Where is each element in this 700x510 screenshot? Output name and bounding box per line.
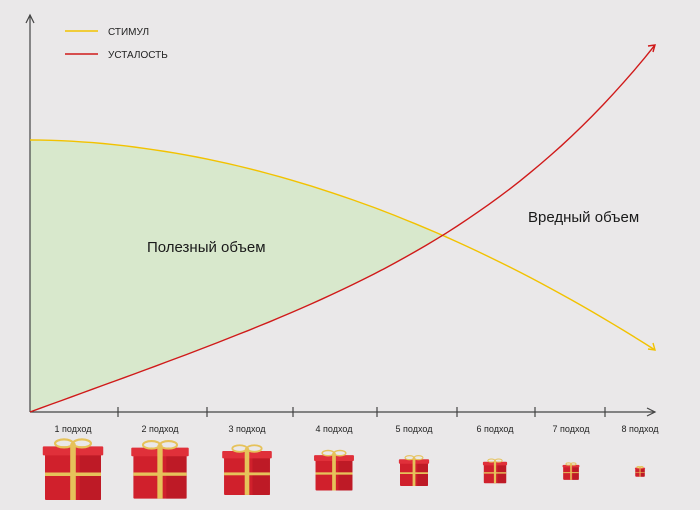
series-ustalost-arrow [647, 44, 656, 53]
gift-box-7 [562, 462, 580, 480]
series-layer [29, 44, 656, 413]
series-stimul-line [29, 139, 656, 351]
gift-ribbon-horizontal [315, 472, 353, 475]
legend-label-2: УСТАЛОСТЬ [108, 50, 168, 61]
annotations: Полезный объем Вредный объем [147, 209, 639, 256]
gift-ribbon-horizontal [483, 472, 507, 474]
series-stimul-arrow [647, 342, 656, 351]
gift-bow-knot [639, 466, 641, 469]
x-tick-label-7: 7 подход [553, 424, 591, 434]
x-tick-label-3: 3 подход [229, 424, 267, 434]
gift-ribbon-horizontal [563, 472, 579, 474]
useful-volume-label: Полезный объем [147, 239, 266, 256]
x-tick-label-4: 4 подход [316, 424, 354, 434]
gift-ribbon-horizontal [400, 472, 428, 474]
useful-volume-area [30, 140, 447, 412]
series-ustalost-line [29, 44, 656, 413]
gift-box-1 [42, 438, 104, 500]
gift-bow-knot [157, 443, 163, 449]
gift-bow-left [404, 455, 415, 461]
gift-bow-right [246, 444, 263, 453]
gift-bow-knot [70, 442, 76, 448]
gift-bow-right [71, 438, 93, 449]
gift-box-6 [482, 458, 508, 484]
gift-bow-knot [412, 457, 416, 460]
gift-ribbon-horizontal [224, 472, 270, 476]
legend-label-1: СТИМУЛ [108, 27, 149, 38]
x-tick-label-2: 2 подход [142, 424, 180, 434]
gift-ribbon-horizontal [133, 472, 187, 476]
harmful-volume-label: Вредный объем [528, 209, 639, 226]
gift-box-3 [222, 444, 272, 495]
gift-bow-right [158, 439, 179, 450]
gift-bow-knot [332, 452, 336, 456]
x-tick-label-8: 8 подход [622, 424, 660, 434]
gift-bow-left [321, 449, 335, 457]
gift-box-8 [634, 465, 646, 477]
gift-bow-left [53, 438, 75, 449]
axes [25, 13, 657, 417]
gift-ribbon-horizontal [635, 472, 645, 473]
gift-bow-left [141, 439, 162, 450]
x-tick-label-1: 1 подход [55, 424, 93, 434]
y-axis-arrow [25, 13, 35, 24]
x-tick-labels: 1 подход 2 подход 3 подход 4 подход 5 подход… [55, 424, 660, 434]
gift-bow-right [333, 449, 347, 457]
gift-bow-left [231, 444, 248, 453]
gift-ribbon-horizontal [45, 472, 101, 476]
useful-volume-area-layer [30, 140, 447, 412]
gift-bow-right [413, 455, 424, 461]
gift-boxes [42, 438, 646, 500]
gift-bow-knot [570, 463, 572, 466]
x-tick-label-6: 6 подход [477, 424, 515, 434]
gift-bow-left [487, 458, 496, 463]
legend: СТИМУЛ УСТАЛОСТЬ [65, 27, 168, 61]
gift-box-2 [131, 439, 189, 499]
x-axis-arrow [646, 407, 657, 417]
gift-bow-right [494, 458, 503, 463]
gift-box-5 [398, 455, 430, 486]
gift-box-4 [314, 449, 354, 491]
gift-bow-knot [244, 447, 250, 453]
x-tick-label-5: 5 подход [396, 424, 434, 434]
gift-bow-knot [493, 460, 497, 463]
